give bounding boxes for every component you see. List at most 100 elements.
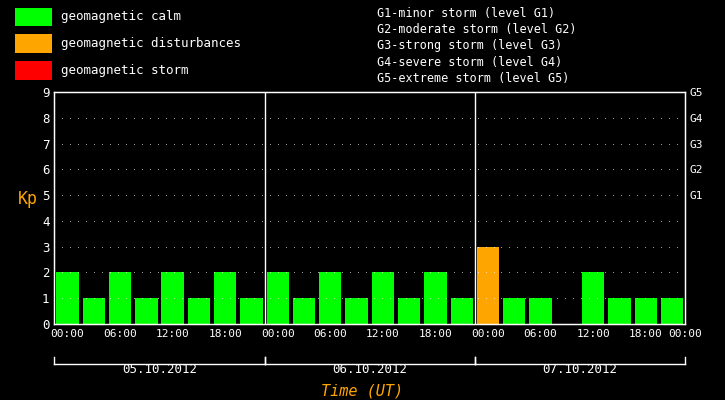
Point <box>504 269 515 276</box>
Point <box>200 218 212 224</box>
Bar <box>240 298 262 324</box>
Point <box>272 244 283 250</box>
Point <box>568 166 579 172</box>
Point <box>168 140 180 147</box>
Point <box>440 114 452 121</box>
Point <box>96 295 108 302</box>
Point <box>264 295 276 302</box>
Point <box>488 140 500 147</box>
Point <box>112 295 124 302</box>
Point <box>320 218 331 224</box>
Point <box>616 244 627 250</box>
Point <box>168 295 180 302</box>
Point <box>136 89 148 95</box>
Point <box>624 166 635 172</box>
Point <box>631 269 643 276</box>
Point <box>584 114 595 121</box>
Point <box>624 218 635 224</box>
Point <box>631 218 643 224</box>
Point <box>144 89 156 95</box>
Point <box>312 218 323 224</box>
Point <box>392 192 404 198</box>
Point <box>176 166 188 172</box>
Point <box>544 140 555 147</box>
Point <box>560 89 571 95</box>
Point <box>136 140 148 147</box>
Point <box>352 140 363 147</box>
Point <box>655 114 667 121</box>
Text: G1-minor storm (level G1): G1-minor storm (level G1) <box>377 7 555 20</box>
Point <box>288 192 299 198</box>
Point <box>400 89 412 95</box>
Point <box>80 295 92 302</box>
Point <box>472 295 484 302</box>
Point <box>552 192 563 198</box>
Point <box>456 218 468 224</box>
Point <box>520 218 531 224</box>
Point <box>112 218 124 224</box>
Point <box>216 166 228 172</box>
Point <box>568 192 579 198</box>
Point <box>376 89 388 95</box>
Point <box>655 295 667 302</box>
Point <box>639 192 651 198</box>
Point <box>256 114 268 121</box>
Point <box>280 140 291 147</box>
Point <box>280 244 291 250</box>
Point <box>176 218 188 224</box>
Point <box>160 140 172 147</box>
Point <box>392 295 404 302</box>
Point <box>671 269 683 276</box>
Point <box>296 140 307 147</box>
Bar <box>372 272 394 324</box>
Point <box>304 269 315 276</box>
Point <box>679 114 691 121</box>
Point <box>256 295 268 302</box>
Point <box>647 140 659 147</box>
Point <box>424 89 436 95</box>
Point <box>671 114 683 121</box>
Point <box>72 114 84 121</box>
Point <box>544 218 555 224</box>
Point <box>368 89 380 95</box>
Point <box>592 114 603 121</box>
Point <box>296 166 307 172</box>
Bar <box>345 298 368 324</box>
Point <box>168 89 180 95</box>
Point <box>248 244 260 250</box>
Point <box>448 269 460 276</box>
Text: geomagnetic storm: geomagnetic storm <box>61 64 188 77</box>
Point <box>248 166 260 172</box>
Point <box>224 140 236 147</box>
Point <box>128 244 140 250</box>
Point <box>344 114 355 121</box>
Point <box>152 269 164 276</box>
Point <box>456 192 468 198</box>
Point <box>416 89 428 95</box>
Point <box>360 269 371 276</box>
Point <box>152 140 164 147</box>
Point <box>384 269 396 276</box>
Point <box>65 218 76 224</box>
Point <box>96 244 108 250</box>
Point <box>344 244 355 250</box>
Point <box>480 244 492 250</box>
Point <box>176 114 188 121</box>
Point <box>120 269 132 276</box>
Point <box>631 140 643 147</box>
Point <box>264 89 276 95</box>
Point <box>504 166 515 172</box>
Point <box>424 166 436 172</box>
Point <box>616 218 627 224</box>
Point <box>136 114 148 121</box>
Point <box>256 244 268 250</box>
Point <box>72 89 84 95</box>
Point <box>480 114 492 121</box>
Point <box>392 269 404 276</box>
Point <box>639 166 651 172</box>
Point <box>488 269 500 276</box>
Point <box>368 269 380 276</box>
Point <box>248 140 260 147</box>
Point <box>496 269 507 276</box>
Point <box>216 295 228 302</box>
